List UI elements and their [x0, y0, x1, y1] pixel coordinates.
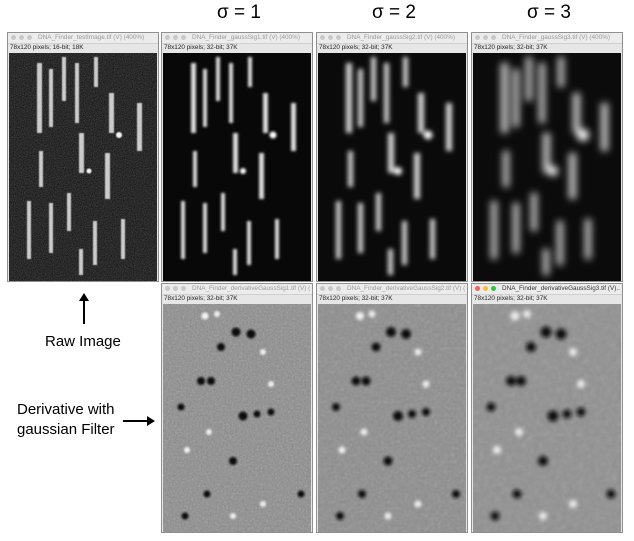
- gauss-sigma1-image: [163, 53, 311, 281]
- zoom-icon[interactable]: [336, 35, 341, 40]
- close-icon[interactable]: [320, 35, 325, 40]
- image-info: 78x120 pixels; 32-bit; 37K: [474, 44, 548, 51]
- minimize-icon[interactable]: [483, 286, 488, 291]
- sigma-3-header: σ = 3: [527, 2, 571, 23]
- close-icon[interactable]: [320, 286, 325, 291]
- raw-image-canvas[interactable]: [9, 53, 157, 281]
- window-titlebar[interactable]: DNA_Finder_testImage.tif (V) (400%): [8, 33, 158, 44]
- window-controls[interactable]: [475, 286, 499, 292]
- derivative-sigma1-image: [163, 304, 311, 532]
- image-info: 78x120 pixels; 32-bit; 37K: [319, 295, 393, 302]
- close-icon[interactable]: [165, 286, 170, 291]
- gauss-sigma1-window[interactable]: DNA_Finder_gaussSig1.tif (V) (400%) 78x1…: [161, 32, 313, 282]
- image-info: 78x120 pixels; 16-bit; 18K: [10, 44, 84, 51]
- raw-image-label: Raw Image: [45, 333, 121, 350]
- derivative-sigma1-canvas[interactable]: [163, 304, 311, 532]
- window-title: DNA_Finder_gaussSig3.tif (V) (400%): [502, 34, 610, 41]
- window-title: DNA_Finder_derivativeGaussSig2.tif (V) (…: [347, 285, 465, 292]
- minimize-icon[interactable]: [483, 35, 488, 40]
- window-titlebar[interactable]: DNA_Finder_derivativeGaussSig1.tif (V) (…: [162, 284, 312, 295]
- window-controls[interactable]: [475, 35, 499, 41]
- window-titlebar[interactable]: DNA_Finder_gaussSig1.tif (V) (400%): [162, 33, 312, 44]
- minimize-icon[interactable]: [328, 35, 333, 40]
- zoom-icon[interactable]: [27, 35, 32, 40]
- close-icon[interactable]: [475, 35, 480, 40]
- window-controls[interactable]: [165, 35, 189, 41]
- derivative-sigma1-window[interactable]: DNA_Finder_derivativeGaussSig1.tif (V) (…: [161, 283, 313, 533]
- raw-image-window[interactable]: DNA_Finder_testImage.tif (V) (400%) 78x1…: [7, 32, 159, 282]
- window-controls[interactable]: [320, 286, 344, 292]
- raw-image: [9, 53, 157, 281]
- derivative-label-line2: gaussian Filter: [17, 421, 115, 438]
- gauss-sigma2-image: [318, 53, 466, 281]
- minimize-icon[interactable]: [173, 286, 178, 291]
- window-controls[interactable]: [320, 35, 344, 41]
- close-icon[interactable]: [475, 286, 480, 291]
- derivative-sigma2-window[interactable]: DNA_Finder_derivativeGaussSig2.tif (V) (…: [316, 283, 468, 533]
- sigma-1-header: σ = 1: [217, 2, 261, 23]
- zoom-icon[interactable]: [181, 286, 186, 291]
- zoom-icon[interactable]: [491, 35, 496, 40]
- close-icon[interactable]: [165, 35, 170, 40]
- image-info: 78x120 pixels; 32-bit; 37K: [164, 44, 238, 51]
- derivative-sigma3-window[interactable]: DNA_Finder_derivativeGaussSig3.tif (V)..…: [471, 283, 623, 533]
- window-titlebar[interactable]: DNA_Finder_derivativeGaussSig2.tif (V) (…: [317, 284, 467, 295]
- sigma-2-header: σ = 2: [372, 2, 416, 23]
- gauss-sigma2-window[interactable]: DNA_Finder_gaussSig2.tif (V) (400%) 78x1…: [316, 32, 468, 282]
- arrow-up-icon: [79, 293, 89, 324]
- window-controls[interactable]: [165, 286, 189, 292]
- gauss-sigma1-canvas[interactable]: [163, 53, 311, 281]
- close-icon[interactable]: [11, 35, 16, 40]
- derivative-sigma3-image: [473, 304, 621, 532]
- image-info: 78x120 pixels; 32-bit; 37K: [474, 295, 548, 302]
- window-title: DNA_Finder_gaussSig1.tif (V) (400%): [192, 34, 300, 41]
- window-titlebar[interactable]: DNA_Finder_gaussSig3.tif (V) (400%): [472, 33, 622, 44]
- gauss-sigma3-window[interactable]: DNA_Finder_gaussSig3.tif (V) (400%) 78x1…: [471, 32, 623, 282]
- window-title: DNA_Finder_derivativeGaussSig1.tif (V) (…: [192, 285, 310, 292]
- window-title: DNA_Finder_testImage.tif (V) (400%): [38, 34, 145, 41]
- window-titlebar[interactable]: DNA_Finder_gaussSig2.tif (V) (400%): [317, 33, 467, 44]
- window-title: DNA_Finder_gaussSig2.tif (V) (400%): [347, 34, 455, 41]
- image-info: 78x120 pixels; 32-bit; 37K: [164, 295, 238, 302]
- image-info: 78x120 pixels; 32-bit; 37K: [319, 44, 393, 51]
- minimize-icon[interactable]: [328, 286, 333, 291]
- zoom-icon[interactable]: [181, 35, 186, 40]
- gauss-sigma3-image: [473, 53, 621, 281]
- gauss-sigma2-canvas[interactable]: [318, 53, 466, 281]
- derivative-sigma3-canvas[interactable]: [473, 304, 621, 532]
- window-controls[interactable]: [11, 35, 35, 41]
- arrow-right-icon: [123, 416, 155, 426]
- minimize-icon[interactable]: [173, 35, 178, 40]
- minimize-icon[interactable]: [19, 35, 24, 40]
- gauss-sigma3-canvas[interactable]: [473, 53, 621, 281]
- zoom-icon[interactable]: [336, 286, 341, 291]
- window-title: DNA_Finder_derivativeGaussSig3.tif (V)..…: [502, 285, 620, 292]
- window-titlebar[interactable]: DNA_Finder_derivativeGaussSig3.tif (V)..…: [472, 284, 622, 295]
- zoom-icon[interactable]: [491, 286, 496, 291]
- derivative-sigma2-canvas[interactable]: [318, 304, 466, 532]
- derivative-label: Derivative with gaussian Filter: [17, 400, 115, 440]
- derivative-sigma2-image: [318, 304, 466, 532]
- derivative-label-line1: Derivative with: [17, 401, 115, 418]
